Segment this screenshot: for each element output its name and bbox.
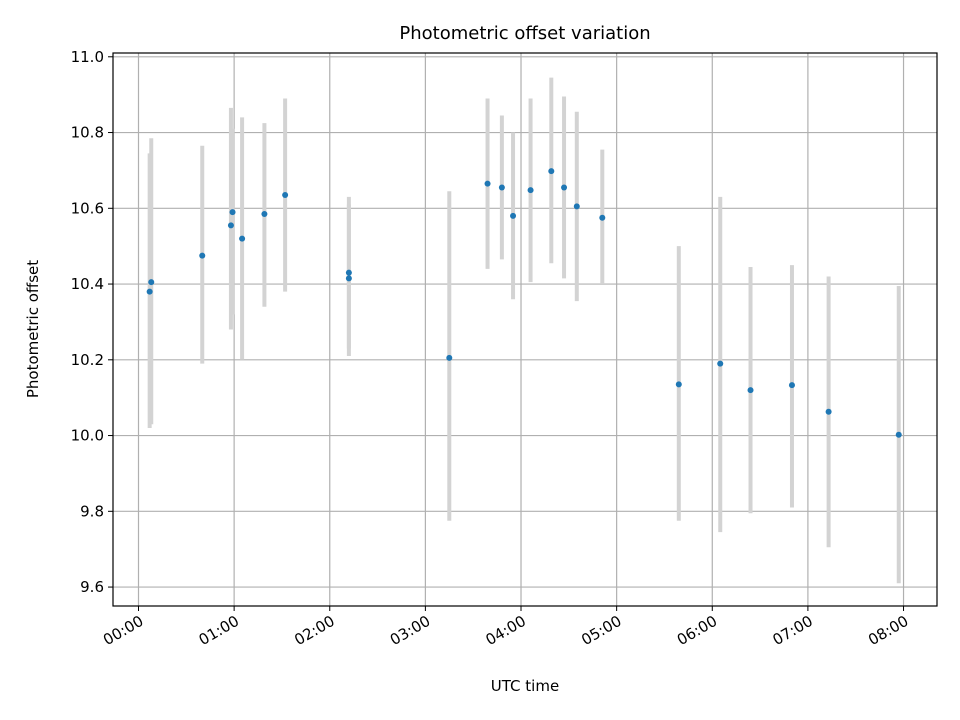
plot-frame xyxy=(112,52,938,607)
y-tick-label: 11.0 xyxy=(71,48,104,66)
data-points xyxy=(146,168,902,438)
data-point xyxy=(747,387,754,394)
chart-title: Photometric offset variation xyxy=(399,23,650,44)
data-point xyxy=(717,360,724,367)
data-point xyxy=(148,279,155,286)
y-axis-label: Photometric offset xyxy=(24,260,42,398)
data-point xyxy=(239,235,246,242)
y-tick-label: 10.0 xyxy=(71,427,104,445)
data-point xyxy=(675,381,682,388)
data-point xyxy=(498,184,505,191)
data-point xyxy=(345,269,352,276)
data-point xyxy=(825,408,832,415)
data-point xyxy=(345,275,352,282)
data-point xyxy=(199,252,206,259)
data-point xyxy=(146,288,153,295)
data-point xyxy=(484,180,491,187)
data-point xyxy=(527,187,534,194)
y-tick-label: 10.4 xyxy=(71,275,104,293)
data-point xyxy=(446,354,453,361)
data-point xyxy=(227,222,234,229)
data-point xyxy=(561,184,568,191)
data-point xyxy=(261,210,268,217)
data-point xyxy=(229,209,236,216)
y-axis-ticks: 9.6 9.8 10.0 10.2 10.4 10.6 10.8 11.0 xyxy=(71,48,113,596)
data-point xyxy=(788,382,795,389)
y-tick-label: 10.8 xyxy=(71,124,104,142)
data-point xyxy=(510,212,517,219)
data-point xyxy=(573,203,580,210)
data-point xyxy=(548,168,555,175)
grid xyxy=(113,53,937,606)
data-point xyxy=(599,214,606,221)
data-point xyxy=(282,192,289,199)
y-tick-label: 9.6 xyxy=(80,578,104,596)
y-tick-label: 9.8 xyxy=(80,502,104,520)
x-axis-label: UTC time xyxy=(491,677,559,695)
data-point xyxy=(895,431,902,438)
y-tick-label: 10.6 xyxy=(71,199,104,217)
y-tick-label: 10.2 xyxy=(71,351,104,369)
